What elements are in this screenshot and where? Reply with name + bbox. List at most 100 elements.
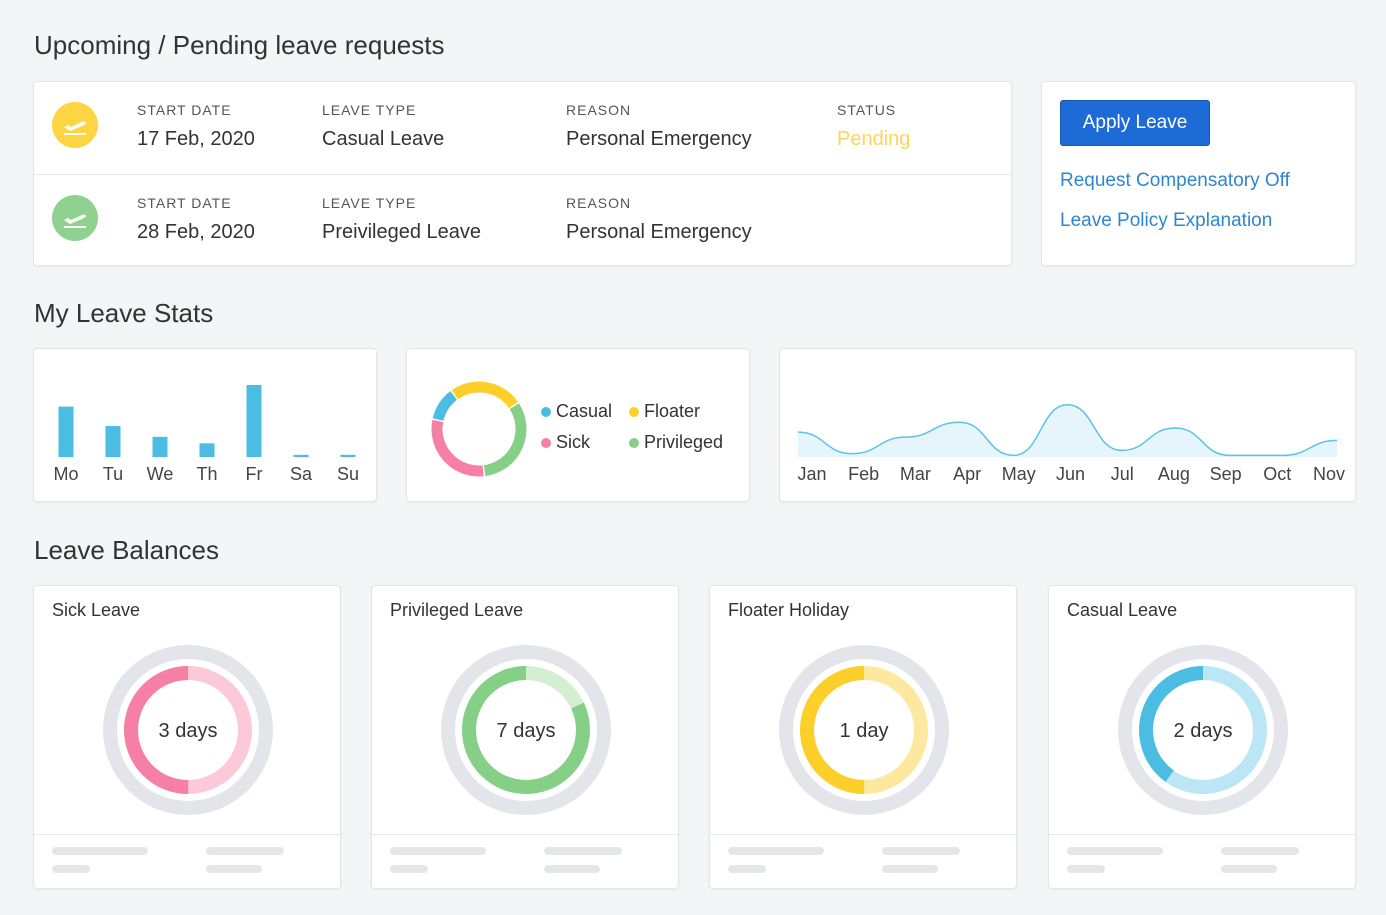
bar-mo xyxy=(58,406,74,457)
apply-leave-button[interactable]: Apply Leave xyxy=(1060,100,1210,146)
monthly-area-chart: Jan Feb Mar Apr May Jun Jul Aug Sep Oct Nov xyxy=(797,404,1345,484)
placeholder-bar xyxy=(544,865,600,873)
legend-sick: Sick xyxy=(541,432,590,453)
bar-tu xyxy=(105,426,121,457)
area-tick-label: Jun xyxy=(1056,464,1085,484)
balances-section-title: Leave Balances xyxy=(34,535,220,565)
balance-footer xyxy=(710,834,1016,888)
placeholder-bar xyxy=(544,847,622,855)
placeholder-bar xyxy=(206,847,284,855)
ring-used xyxy=(124,666,252,794)
requests-section-title: Upcoming / Pending leave requests xyxy=(34,30,445,60)
balance-card-privileged-leave: Privileged Leave 7 days xyxy=(371,585,679,889)
area-tick-label: May xyxy=(1002,464,1036,484)
balance-footer xyxy=(1049,834,1355,888)
area-tick-label: Jan xyxy=(797,464,826,484)
legend-casual-label: Casual xyxy=(556,401,613,421)
bar-tick-label: Mo xyxy=(53,464,78,484)
request-row[interactable]: START DATE 28 Feb, 2020 LEAVE TYPE Preiv… xyxy=(34,174,1011,266)
balance-title: Privileged Leave xyxy=(390,600,524,620)
balance-ring-chart: 7 days xyxy=(441,645,611,815)
plane-departure-icon xyxy=(52,195,98,241)
placeholder-bar xyxy=(52,865,90,873)
leave-policy-link[interactable]: Leave Policy Explanation xyxy=(1060,210,1273,231)
area-tick-label: Feb xyxy=(848,464,879,484)
start-date-label: START DATE xyxy=(137,195,232,211)
weekly-bar-chart: Mo Tu We Th Fr Sa Su xyxy=(53,385,359,484)
ring-outer-track xyxy=(779,645,949,815)
ring-used xyxy=(462,666,590,794)
legend-dot-icon xyxy=(629,437,639,448)
status-badge: Pending xyxy=(837,128,911,150)
area-line xyxy=(797,404,1338,457)
donut-slice-privileged xyxy=(483,403,527,477)
ring-used xyxy=(1139,666,1267,794)
leave-type-label: LEAVE TYPE xyxy=(322,195,417,211)
area-tick-label: Sep xyxy=(1210,464,1242,484)
balance-title: Sick Leave xyxy=(52,600,141,620)
balance-title: Floater Holiday xyxy=(728,600,850,620)
placeholder-bar xyxy=(1221,847,1299,855)
placeholder-bar xyxy=(52,847,148,855)
start-date-value: 28 Feb, 2020 xyxy=(137,221,255,243)
status-label: STATUS xyxy=(837,102,897,118)
bar-fr xyxy=(246,385,262,457)
bar-tick-label: Tu xyxy=(103,464,123,484)
bar-tick-label: Sa xyxy=(290,464,313,484)
placeholder-bar xyxy=(1067,865,1105,873)
legend-dot-icon xyxy=(541,406,551,417)
plane-departure-icon xyxy=(52,102,98,148)
balance-card-casual-leave: Casual Leave 2 days xyxy=(1048,585,1356,889)
bar-we xyxy=(152,436,168,457)
balance-footer xyxy=(372,834,678,888)
ring-used xyxy=(800,666,928,794)
area-tick-label: Oct xyxy=(1263,464,1291,484)
leave-type-donut-card: Casual Floater Sick Privileged xyxy=(406,348,750,502)
balance-footer xyxy=(34,834,340,888)
actions-card: Apply Leave Request Compensatory Off Lea… xyxy=(1041,81,1356,266)
leave-type-value: Casual Leave xyxy=(322,128,445,150)
request-compensatory-off-link[interactable]: Request Compensatory Off xyxy=(1060,170,1290,191)
requests-card: START DATE 17 Feb, 2020 LEAVE TYPE Casua… xyxy=(33,81,1012,266)
bar-su xyxy=(340,454,356,457)
legend-privileged-label: Privileged xyxy=(644,432,724,452)
legend-dot-icon xyxy=(629,406,639,417)
reason-value: Personal Emergency xyxy=(566,128,752,150)
donut-slice-floater xyxy=(451,381,518,409)
monthly-area-chart-card: Jan Feb Mar Apr May Jun Jul Aug Sep Oct Nov xyxy=(779,348,1356,502)
leave-type-value: Preivileged Leave xyxy=(322,221,481,243)
placeholder-bar xyxy=(206,865,262,873)
balance-ring-chart: 2 days xyxy=(1118,645,1288,815)
bar-tick-label: Fr xyxy=(246,464,263,484)
placeholder-bar xyxy=(728,847,824,855)
placeholder-bar xyxy=(882,847,960,855)
balance-card-sick-leave: Sick Leave 3 days xyxy=(33,585,341,889)
balance-ring-chart: 3 days xyxy=(103,645,273,815)
balance-title: Casual Leave xyxy=(1067,600,1178,620)
balance-value: 7 days xyxy=(497,720,556,742)
area-tick-label: Apr xyxy=(953,464,981,484)
ring-outer-track xyxy=(103,645,273,815)
ring-outer-track xyxy=(1118,645,1288,815)
bar-sa xyxy=(293,454,309,457)
legend-sick-label: Sick xyxy=(556,432,591,452)
request-row[interactable]: START DATE 17 Feb, 2020 LEAVE TYPE Casua… xyxy=(34,82,1011,174)
bar-tick-label: We xyxy=(147,464,174,484)
placeholder-bar xyxy=(882,865,938,873)
bar-tick-label: Th xyxy=(196,464,217,484)
balance-value: 3 days xyxy=(159,720,218,742)
area-tick-label: Nov xyxy=(1313,464,1345,484)
area-tick-label: Jul xyxy=(1111,464,1134,484)
bar-tick-label: Su xyxy=(337,464,359,484)
area-tick-label: Aug xyxy=(1158,464,1190,484)
placeholder-bar xyxy=(728,865,766,873)
stats-section-title: My Leave Stats xyxy=(34,298,214,328)
legend-privileged: Privileged xyxy=(629,432,723,453)
placeholder-bar xyxy=(390,847,486,855)
leave-type-donut-chart xyxy=(431,381,527,477)
weekly-bar-chart-card: Mo Tu We Th Fr Sa Su xyxy=(33,348,377,502)
legend-floater-label: Floater xyxy=(644,401,701,421)
bar-th xyxy=(199,443,215,457)
balance-value: 1 day xyxy=(840,720,889,742)
start-date-label: START DATE xyxy=(137,102,232,118)
